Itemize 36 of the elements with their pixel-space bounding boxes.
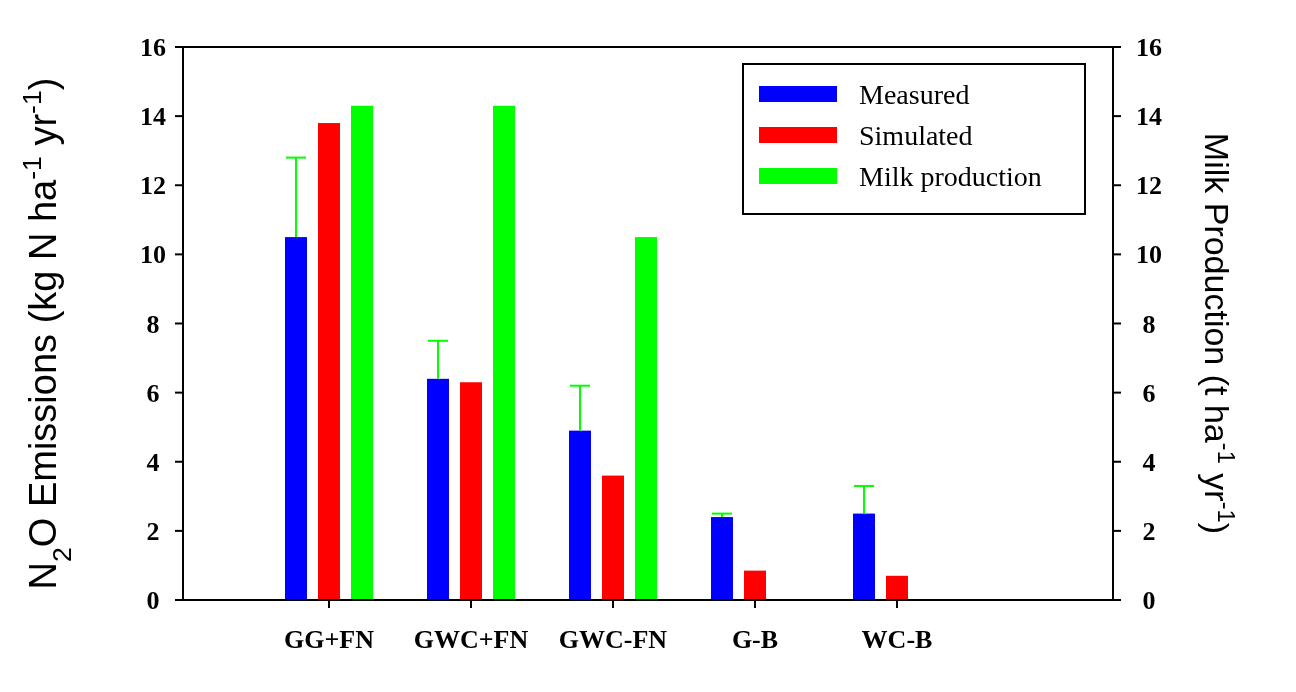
bar <box>318 123 340 600</box>
y-tick-label: 16 <box>140 33 166 63</box>
bar <box>853 513 875 600</box>
y2-tick-label: 4 <box>1142 447 1156 477</box>
y2-tick-label: 6 <box>1142 378 1156 408</box>
bar <box>711 517 733 600</box>
y2-tick-label: 12 <box>1136 171 1162 201</box>
x-tick-label: GWC+FN <box>413 625 529 654</box>
y-tick-label: 2 <box>146 516 160 546</box>
y2-tick-label: 10 <box>1136 240 1162 270</box>
legend-label: Measured <box>859 78 970 110</box>
x-tick-label: GG+FN <box>284 625 375 654</box>
bar <box>427 378 449 600</box>
y-tick-label: 6 <box>146 378 160 408</box>
x-tick-label: GWC-FN <box>558 625 668 654</box>
y2-tick-label: 8 <box>1142 309 1156 339</box>
y2-tick-label: 16 <box>1136 33 1162 63</box>
y-tick-label: 10 <box>140 240 166 270</box>
bar <box>886 575 908 600</box>
legend-label: Milk production <box>859 160 1042 192</box>
y-tick-label: 0 <box>146 586 160 616</box>
y2-tick-label: 14 <box>1136 102 1162 132</box>
y-tick-label: 8 <box>146 309 160 339</box>
bar <box>744 570 766 600</box>
y-tick-label: 14 <box>140 102 166 132</box>
bar <box>569 430 591 600</box>
y2-tick-label: 0 <box>1142 586 1156 616</box>
y-tick-label: 4 <box>146 447 160 477</box>
legend-label: Simulated <box>859 119 973 151</box>
x-tick-label: WC-B <box>861 625 933 654</box>
bar <box>602 475 624 600</box>
bar <box>285 237 307 600</box>
bar <box>460 382 482 600</box>
x-tick-label: G-B <box>731 625 779 654</box>
y2-tick-label: 2 <box>1142 516 1156 546</box>
y-tick-label: 12 <box>140 171 166 201</box>
